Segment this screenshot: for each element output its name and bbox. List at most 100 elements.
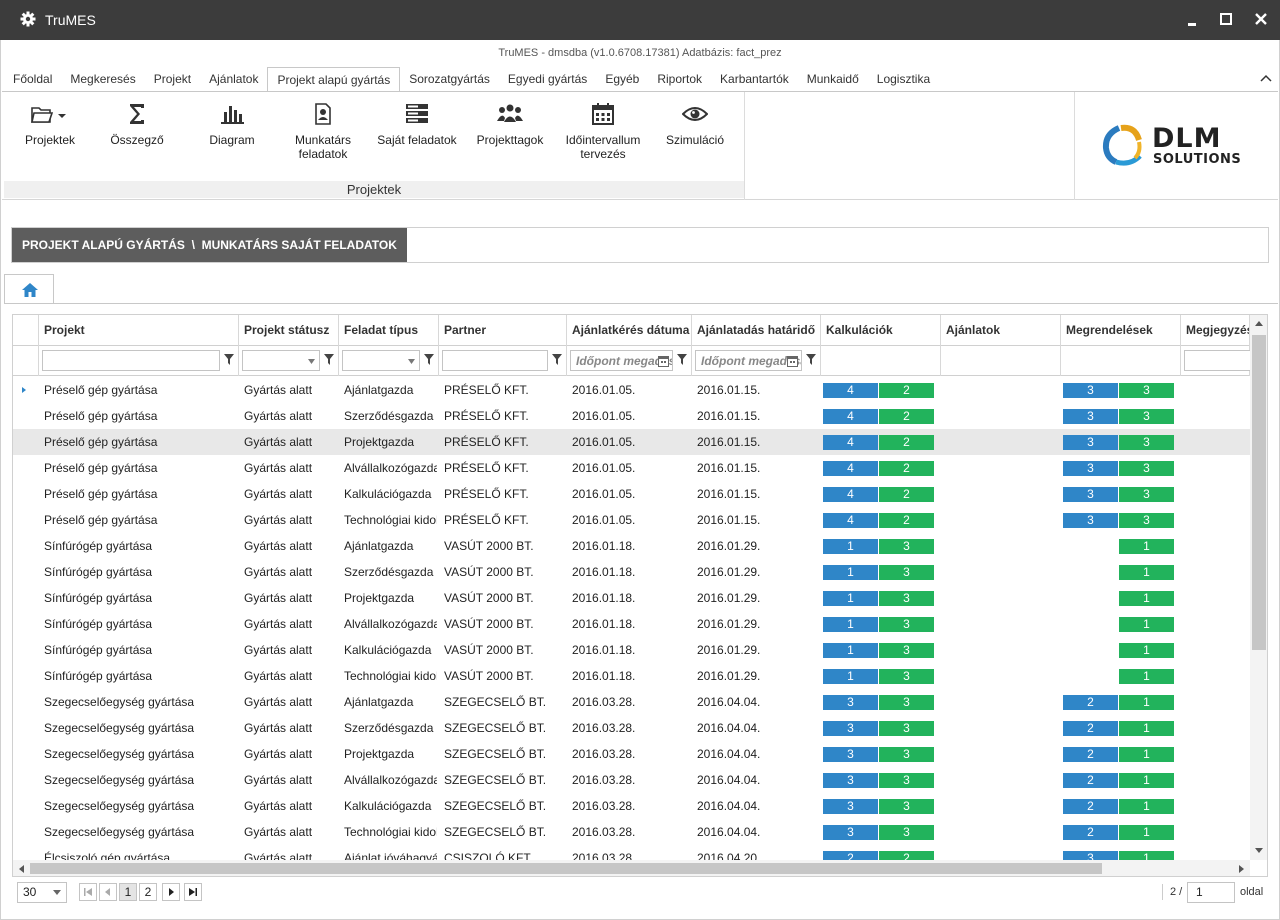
szimulacio-button[interactable]: Szimuláció: [663, 102, 727, 147]
column-header[interactable]: Kalkulációk: [821, 315, 941, 346]
projekttagok-button[interactable]: Projekttagok: [473, 102, 547, 147]
close-icon[interactable]: [1252, 10, 1272, 30]
menu-tab[interactable]: Karbantartók: [720, 72, 789, 86]
table-row[interactable]: Szegecselőegység gyártása Gyártás alatt Pr…: [13, 741, 1250, 767]
table-row[interactable]: Préselő gép gyártása Gyártás alatt Kalkulá…: [13, 481, 1250, 507]
next-page-button[interactable]: [162, 883, 180, 901]
table-row[interactable]: Sínfúrógép gyártása Gyártás alatt Ajánlatg…: [13, 533, 1250, 559]
scroll-right-icon[interactable]: [1238, 864, 1246, 874]
diagram-button[interactable]: Diagram: [202, 102, 262, 147]
osszegzo-button[interactable]: Összegző: [107, 102, 167, 147]
filter-text-input[interactable]: [42, 350, 220, 371]
table-row[interactable]: Sínfúrógép gyártása Gyártás alatt Kalkulác…: [13, 637, 1250, 663]
filter-icon[interactable]: [224, 354, 234, 365]
chevron-up-icon[interactable]: [1260, 73, 1272, 85]
megrendeles-count-green: 3: [1119, 409, 1174, 424]
column-header[interactable]: Ajánlatkérés dátuma: [567, 315, 692, 346]
megrendeles-count-blue: 2: [1063, 799, 1118, 814]
menu-tab[interactable]: Ajánlatok: [209, 72, 259, 86]
table-row[interactable]: Szegecselőegység gyártása Gyártás alatt Te…: [13, 819, 1250, 845]
table-row[interactable]: Sínfúrógép gyártása Gyártás alatt Technoló…: [13, 663, 1250, 689]
scroll-down-icon[interactable]: [1254, 847, 1264, 855]
page-button-1[interactable]: 1: [119, 883, 137, 901]
calendar-icon[interactable]: [658, 355, 669, 367]
table-row[interactable]: Szegecselőegység gyártása Gyártás alatt Al…: [13, 767, 1250, 793]
column-header[interactable]: Projekt státusz: [239, 315, 339, 346]
page-number-input[interactable]: 1: [1187, 882, 1235, 903]
projektek-button[interactable]: Projektek: [22, 102, 78, 147]
column-header[interactable]: Ajánlatok: [941, 315, 1061, 346]
filter-icon[interactable]: [806, 354, 816, 365]
menu-tab[interactable]: Munkaidő: [806, 72, 859, 86]
column-header[interactable]: Ajánlatadás határidő: [692, 315, 821, 346]
minimize-icon[interactable]: [1184, 10, 1204, 30]
table-row[interactable]: Szegecselőegység gyártása Gyártás alatt Sz…: [13, 715, 1250, 741]
menu-tab[interactable]: Főoldal: [13, 72, 53, 86]
horizontal-scroll-thumb[interactable]: [30, 863, 1102, 874]
filter-text-input[interactable]: [442, 350, 548, 371]
column-header[interactable]: Projekt: [39, 315, 239, 346]
filter-dropdown[interactable]: [242, 350, 320, 371]
table-row[interactable]: Préselő gép gyártása Gyártás alatt Technol…: [13, 507, 1250, 533]
tab-home[interactable]: [4, 274, 54, 304]
munkatars-feladatok-button[interactable]: Munkatárs feladatok: [289, 102, 357, 161]
kalkulacio-count-green: 3: [879, 643, 934, 658]
table-cell: SZEGECSELŐ BT.: [444, 695, 547, 709]
date-filter-input[interactable]: Időpont megadása: [695, 350, 802, 371]
ribbon-label: Összegző: [110, 133, 164, 147]
table-row[interactable]: Sínfúrógép gyártása Gyártás alatt Szerződé…: [13, 559, 1250, 585]
table-cell: 2016.01.18.: [572, 669, 636, 683]
last-page-button[interactable]: [184, 883, 202, 901]
column-header[interactable]: Feladat típus: [339, 315, 439, 346]
maximize-icon[interactable]: [1217, 10, 1237, 30]
first-page-button[interactable]: [79, 883, 97, 901]
filter-icon[interactable]: [324, 354, 334, 365]
table-cell: Projektgazda: [344, 591, 415, 605]
page-button-2[interactable]: 2: [139, 883, 157, 901]
menu-tab[interactable]: Egyéb: [605, 72, 640, 86]
filter-icon[interactable]: [552, 354, 562, 365]
table-cell: 2016.04.04.: [697, 721, 761, 735]
table-row[interactable]: Szegecselőegység gyártása Gyártás alatt Aj…: [13, 689, 1250, 715]
megrendeles-count-green: 1: [1119, 669, 1174, 684]
vertical-scroll-thumb[interactable]: [1252, 335, 1266, 650]
table-row[interactable]: Préselő gép gyártása Gyártás alatt Alválla…: [13, 455, 1250, 481]
sajat-feladatok-button[interactable]: Saját feladatok: [374, 102, 460, 147]
date-filter-input[interactable]: Időpont megadása: [570, 350, 673, 371]
filter-dropdown[interactable]: [342, 350, 420, 371]
megrendeles-count-green: 1: [1119, 721, 1174, 736]
menu-tab[interactable]: Egyedi gyártás: [507, 72, 588, 86]
idointervallum-button[interactable]: Időintervallum tervezés: [561, 102, 645, 161]
horizontal-scrollbar[interactable]: [13, 860, 1250, 876]
filter-icon[interactable]: [424, 354, 434, 365]
scroll-up-icon[interactable]: [1254, 319, 1264, 327]
vertical-scrollbar[interactable]: [1250, 315, 1267, 860]
pager-separator: [1162, 884, 1163, 900]
filter-cell: [39, 346, 239, 376]
filter-icon[interactable]: [677, 354, 687, 365]
menu-tab[interactable]: Projekt: [153, 72, 192, 86]
menu-tab[interactable]: Sorozatgyártás: [409, 72, 490, 86]
calendar-icon[interactable]: [787, 355, 798, 367]
menu-tab[interactable]: Projekt alapú gyártás: [267, 67, 401, 92]
table-row[interactable]: Préselő gép gyártása Gyártás alatt Szerződ…: [13, 403, 1250, 429]
breadcrumb-path[interactable]: PROJEKT ALAPÚ GYÁRTÁS \ MUNKATÁRS SAJÁT …: [12, 228, 407, 262]
table-cell: 2016.01.15.: [697, 461, 761, 475]
scroll-left-icon[interactable]: [17, 864, 25, 874]
table-row[interactable]: Préselő gép gyártása Gyártás alatt Projekt…: [13, 429, 1250, 455]
page-size-select[interactable]: 30: [17, 882, 67, 903]
last-page-icon: [189, 888, 197, 896]
menu-tab[interactable]: Riportok: [657, 72, 703, 86]
table-row[interactable]: Szegecselőegység gyártása Gyártás alatt Ka…: [13, 793, 1250, 819]
table-row[interactable]: Sínfúrógép gyártása Gyártás alatt Projektg…: [13, 585, 1250, 611]
menu-tab[interactable]: Logisztika: [876, 72, 931, 86]
column-header[interactable]: Partner: [439, 315, 567, 346]
table-row[interactable]: Préselő gép gyártása Gyártás alatt Ajánlat…: [13, 377, 1250, 403]
previous-page-button[interactable]: [99, 883, 117, 901]
menu-tab[interactable]: Megkeresés: [70, 72, 136, 86]
table-row[interactable]: Sínfúrógép gyártása Gyártás alatt Alvállal…: [13, 611, 1250, 637]
column-header[interactable]: Megjegyzés: [1181, 315, 1250, 346]
kalkulacio-count-green: 3: [879, 721, 934, 736]
table-cell: 2016.04.04.: [697, 695, 761, 709]
column-header[interactable]: Megrendelések: [1061, 315, 1181, 346]
